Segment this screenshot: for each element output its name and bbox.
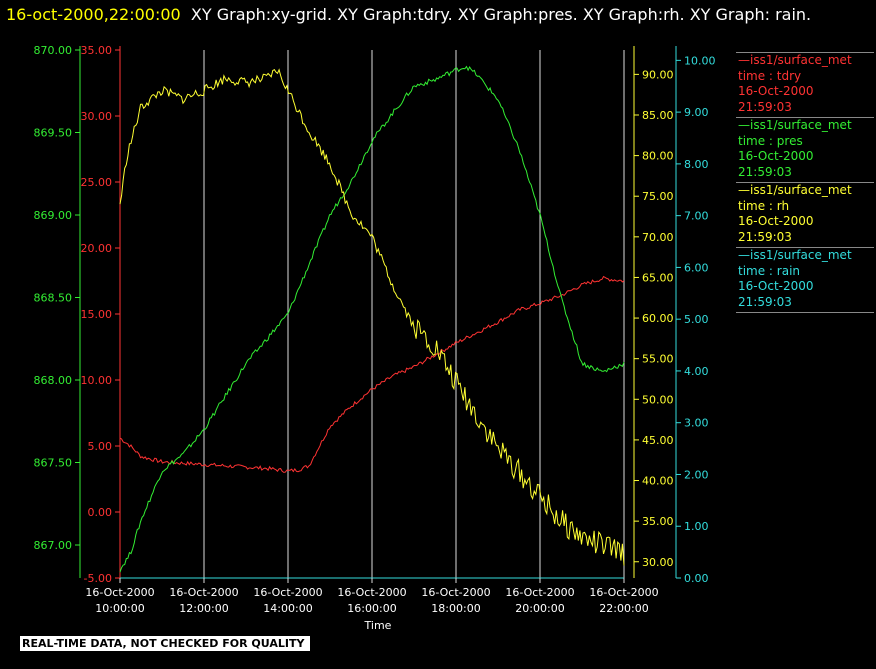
legend-entry: —iss1/surface_met time : rh 16-Oct-2000 21:… xyxy=(736,182,874,247)
x-tick-label-date: 16-Oct-2000 xyxy=(253,586,322,599)
x-tick-label-date: 16-Oct-2000 xyxy=(337,586,406,599)
legend-label: time : rh xyxy=(738,198,790,213)
y-tick-label-rh: 70.00 xyxy=(642,231,674,244)
y-tick-label-rain: 8.00 xyxy=(684,158,709,171)
legend-entry: —iss1/surface_met time : tdry 16-Oct-2000 2… xyxy=(736,52,874,117)
legend-date: 16-Oct-2000 xyxy=(738,214,814,228)
x-tick-label-date: 16-Oct-2000 xyxy=(421,586,490,599)
y-tick-label-rh: 40.00 xyxy=(642,475,674,488)
y-tick-label-pres: 867.50 xyxy=(34,457,73,470)
series-line-tdry xyxy=(119,275,625,473)
y-tick-label-tdry: 35.00 xyxy=(81,44,113,57)
y-tick-label-rain: 7.00 xyxy=(684,210,709,223)
y-tick-label-tdry: 10.00 xyxy=(81,374,113,387)
x-axis-layer: 16-Oct-2000 10:00:00 16-Oct-2000 12:00:00 16… xyxy=(85,577,659,615)
x-axis-label: Time xyxy=(364,619,392,632)
legend-label: time : rain xyxy=(738,263,801,278)
y-tick-label-rh: 45.00 xyxy=(642,434,674,447)
legend-date: 16-Oct-2000 xyxy=(738,84,814,98)
y-axis-pres: 867.00 867.50 868.00 868.50 869.00 869.50 870.… xyxy=(34,44,81,578)
y-axis-rain: 0.00 1.00 2.00 3.00 4.00 5.00 6.00 7.00 8.00 9.00… xyxy=(675,46,716,585)
legend-entry: —iss1/surface_met time : pres 16-Oct-2000 2… xyxy=(736,117,874,182)
y-tick-label-rain: 4.00 xyxy=(684,365,709,378)
y-tick-label-tdry: 15.00 xyxy=(81,308,113,321)
legend-time: 21:59:03 xyxy=(738,99,792,114)
legend-time: 21:59:03 xyxy=(738,294,792,309)
y-tick-label-rain: 6.00 xyxy=(684,261,709,274)
y-tick-label-rain: 0.00 xyxy=(684,572,709,585)
y-tick-label-pres: 868.50 xyxy=(34,292,73,305)
y-tick-label-pres: 867.00 xyxy=(34,539,73,552)
y-tick-label-rain: 10.00 xyxy=(684,54,716,67)
y-tick-label-rh: 65.00 xyxy=(642,271,674,284)
legend-source: —iss1/surface_met xyxy=(738,183,852,197)
y-tick-label-rh: 55.00 xyxy=(642,353,674,366)
y-tick-label-rh: 50.00 xyxy=(642,393,674,406)
y-tick-label-rain: 2.00 xyxy=(684,468,709,481)
y-tick-label-pres: 869.00 xyxy=(34,209,73,222)
legend-time: 21:59:03 xyxy=(738,164,792,179)
title-bar: 16-oct-2000,22:00:00 XY Graph:xy-grid. X… xyxy=(6,4,870,26)
legend-source: —iss1/surface_met xyxy=(738,53,852,67)
series-line-pres xyxy=(119,65,625,573)
x-tick-label-date: 16-Oct-2000 xyxy=(85,586,154,599)
title-text: XY Graph:xy-grid. XY Graph:tdry. XY Grap… xyxy=(190,5,812,24)
disclaimer-banner: REAL-TIME DATA, NOT CHECKED FOR QUALITY xyxy=(20,636,311,651)
y-tick-label-tdry: 0.00 xyxy=(88,506,113,519)
y-tick-label-tdry: 20.00 xyxy=(81,242,113,255)
legend-label: time : tdry xyxy=(738,68,802,83)
y-tick-label-tdry: 30.00 xyxy=(81,110,113,123)
legend-source: —iss1/surface_met xyxy=(738,248,852,262)
y-tick-label-tdry: -5.00 xyxy=(84,572,112,585)
y-tick-label-rain: 5.00 xyxy=(684,313,709,326)
series-line-rh xyxy=(119,68,625,566)
y-tick-label-rh: 90.00 xyxy=(642,68,674,81)
y-tick-label-rain: 9.00 xyxy=(684,106,709,119)
y-tick-label-rain: 3.00 xyxy=(684,417,709,430)
y-tick-label-rh: 35.00 xyxy=(642,515,674,528)
y-tick-label-rh: 30.00 xyxy=(642,556,674,569)
y-tick-label-rain: 1.00 xyxy=(684,520,709,533)
title-timestamp: 16-oct-2000,22:00:00 xyxy=(6,5,181,24)
x-tick-label-time: 20:00:00 xyxy=(515,602,564,615)
y-tick-label-rh: 85.00 xyxy=(642,109,674,122)
y-tick-label-tdry: 25.00 xyxy=(81,176,113,189)
y-tick-label-rh: 60.00 xyxy=(642,312,674,325)
legend-date: 16-Oct-2000 xyxy=(738,279,814,293)
y-axis-rh: 30.00 35.00 40.00 45.00 50.00 55.00 60.00 65.00… xyxy=(633,46,674,578)
legend: —iss1/surface_met time : tdry 16-Oct-2000 2… xyxy=(736,52,874,313)
x-tick-label-time: 22:00:00 xyxy=(599,602,648,615)
legend-date: 16-Oct-2000 xyxy=(738,149,814,163)
legend-entry: —iss1/surface_met time : rain 16-Oct-2000 2… xyxy=(736,247,874,313)
x-tick-label-time: 18:00:00 xyxy=(431,602,480,615)
x-tick-label-time: 16:00:00 xyxy=(347,602,396,615)
y-tick-label-pres: 869.50 xyxy=(34,127,73,140)
axes-layer: 867.00 867.50 868.00 868.50 869.00 869.50 870.… xyxy=(34,44,716,585)
y-tick-label-tdry: 5.00 xyxy=(88,440,113,453)
x-tick-label-time: 12:00:00 xyxy=(179,602,228,615)
y-tick-label-pres: 870.00 xyxy=(34,44,73,57)
x-tick-label-date: 16-Oct-2000 xyxy=(505,586,574,599)
y-tick-label-rh: 75.00 xyxy=(642,190,674,203)
x-tick-label-date: 16-Oct-2000 xyxy=(589,586,658,599)
legend-label: time : pres xyxy=(738,133,803,148)
y-tick-label-pres: 868.00 xyxy=(34,374,73,387)
x-tick-label-time: 10:00:00 xyxy=(95,602,144,615)
x-tick-label-time: 14:00:00 xyxy=(263,602,312,615)
x-tick-label-date: 16-Oct-2000 xyxy=(169,586,238,599)
legend-source: —iss1/surface_met xyxy=(738,118,852,132)
y-axis-tdry: -5.00 0.00 5.00 10.00 15.00 20.00 25.00 30.00 35… xyxy=(81,44,121,585)
legend-time: 21:59:03 xyxy=(738,229,792,244)
y-tick-label-rh: 80.00 xyxy=(642,150,674,163)
